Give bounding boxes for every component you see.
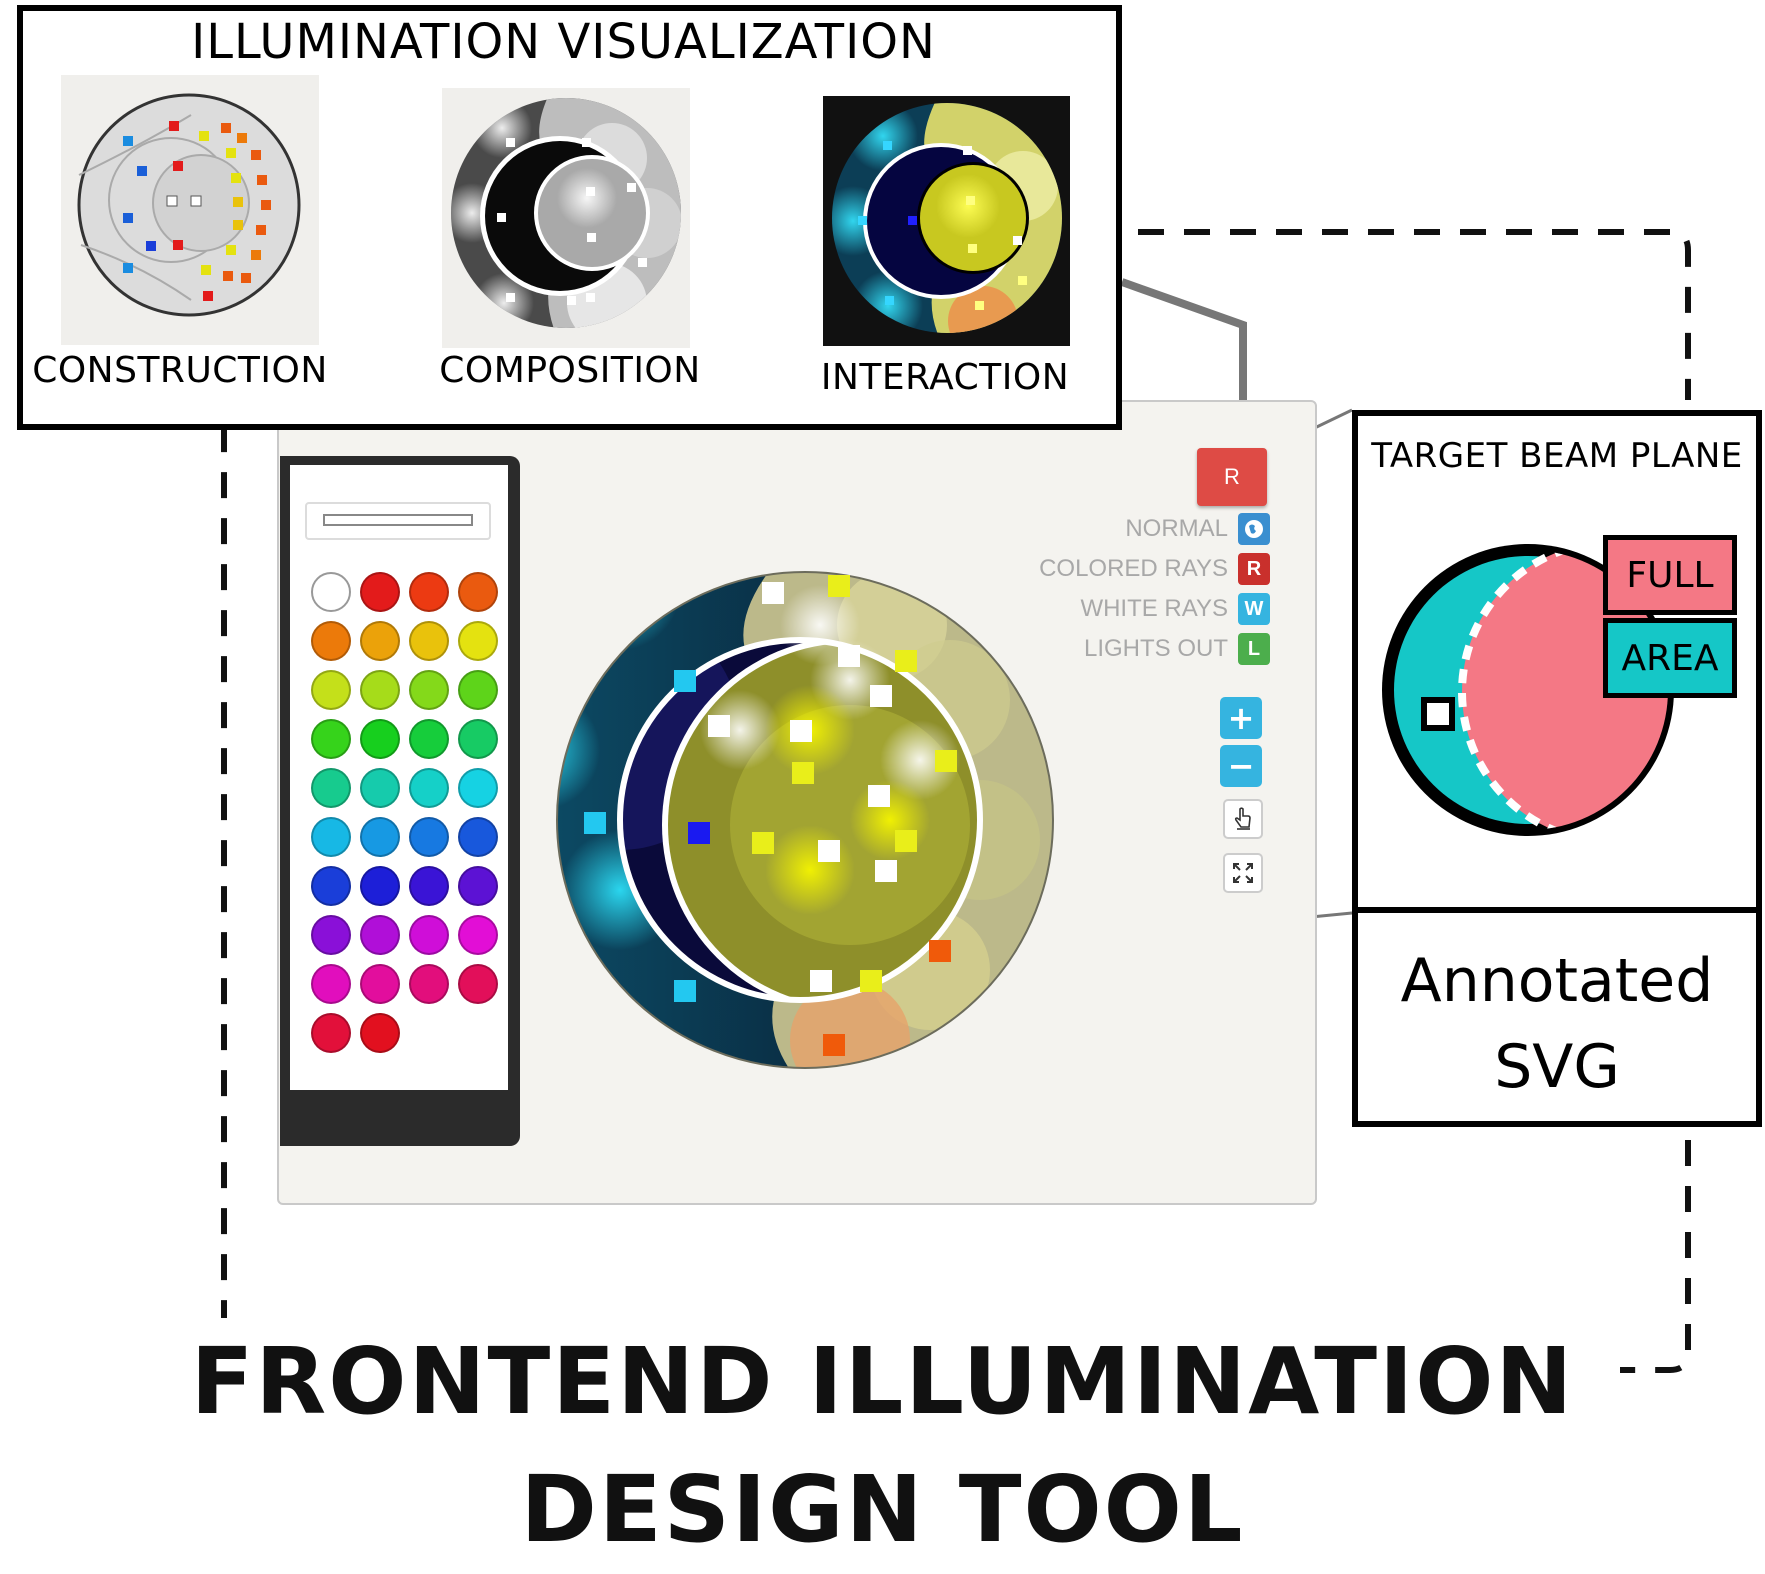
composition-label: COMPOSITION — [439, 350, 701, 391]
expand-icon — [1233, 863, 1253, 883]
color-swatch[interactable] — [458, 572, 498, 612]
visualization-title: ILLUMINATION VISUALIZATION — [191, 14, 936, 70]
color-swatch[interactable] — [409, 719, 449, 759]
mode-lights-out[interactable]: LIGHTS OUT L — [1084, 632, 1270, 666]
legend-full: FULL — [1603, 535, 1737, 615]
palette-search-input[interactable] — [305, 502, 491, 540]
construction-label: CONSTRUCTION — [32, 350, 328, 391]
color-swatch[interactable] — [360, 817, 400, 857]
color-swatch[interactable] — [311, 1013, 351, 1053]
color-swatch[interactable] — [458, 719, 498, 759]
color-swatch[interactable] — [458, 817, 498, 857]
mode-label: LIGHTS OUT — [1083, 635, 1228, 662]
legend-area-label: AREA — [1621, 637, 1719, 679]
white-rays-key[interactable]: W — [1238, 593, 1270, 625]
annotated-line-1: Annotated — [1400, 946, 1714, 1016]
illumination-canvas[interactable] — [550, 570, 1060, 1070]
color-palette — [311, 572, 498, 1053]
color-swatch[interactable] — [311, 670, 351, 710]
beam-source-marker — [1421, 697, 1455, 731]
color-swatch[interactable] — [409, 817, 449, 857]
color-swatch[interactable] — [311, 719, 351, 759]
color-swatch[interactable] — [311, 817, 351, 857]
annotated-svg-caption: Annotated SVG — [1352, 938, 1762, 1110]
globe-icon[interactable] — [1238, 513, 1270, 545]
color-swatch[interactable] — [360, 670, 400, 710]
mode-label: COLORED RAYS — [1039, 555, 1228, 582]
color-swatch[interactable] — [458, 670, 498, 710]
color-swatch[interactable] — [409, 621, 449, 661]
interaction-label: INTERACTION — [820, 357, 1070, 398]
color-swatch[interactable] — [311, 964, 351, 1004]
main-title: FRONTEND ILLUMINATION DESIGN TOOL — [0, 1318, 1765, 1574]
color-swatch[interactable] — [360, 768, 400, 808]
legend-full-label: FULL — [1626, 554, 1714, 596]
mode-label: WHITE RAYS — [1080, 595, 1228, 622]
colored-rays-key[interactable]: R — [1238, 553, 1270, 585]
color-swatch[interactable] — [458, 621, 498, 661]
color-swatch[interactable] — [360, 915, 400, 955]
target-beam-title: TARGET BEAM PLANE — [1371, 436, 1743, 476]
color-swatch[interactable] — [458, 964, 498, 1004]
mode-label: NORMAL — [1125, 515, 1228, 542]
color-swatch[interactable] — [360, 1013, 400, 1053]
color-swatch[interactable] — [409, 915, 449, 955]
title-line-2: DESIGN TOOL — [520, 1456, 1245, 1563]
mode-colored-rays[interactable]: COLORED RAYS R — [1039, 552, 1270, 586]
color-swatch[interactable] — [311, 915, 351, 955]
color-swatch[interactable] — [458, 866, 498, 906]
composition-thumbnail — [442, 88, 690, 348]
color-swatch[interactable] — [360, 964, 400, 1004]
panel-divider — [1352, 907, 1762, 913]
color-swatch[interactable] — [409, 964, 449, 1004]
fullscreen-button[interactable] — [1223, 853, 1263, 893]
lights-out-key[interactable]: L — [1238, 633, 1270, 665]
mode-normal[interactable]: NORMAL — [1125, 512, 1270, 546]
color-swatch[interactable] — [311, 768, 351, 808]
interaction-thumbnail — [823, 96, 1070, 346]
color-swatch[interactable] — [409, 768, 449, 808]
color-swatch[interactable] — [458, 915, 498, 955]
title-line-1: FRONTEND ILLUMINATION — [164, 1318, 1601, 1446]
legend-area: AREA — [1603, 618, 1737, 698]
zoom-in-button[interactable]: + — [1220, 697, 1262, 739]
pan-tool-button[interactable] — [1223, 799, 1263, 839]
mode-list: NORMAL COLORED RAYS R WHITE RAYS W LIGHT… — [980, 512, 1270, 672]
color-swatch[interactable] — [360, 866, 400, 906]
color-swatch[interactable] — [360, 719, 400, 759]
mode-white-rays[interactable]: WHITE RAYS W — [1080, 592, 1270, 626]
color-swatch[interactable] — [409, 670, 449, 710]
color-swatch[interactable] — [311, 621, 351, 661]
color-swatch[interactable] — [409, 572, 449, 612]
annotated-line-2: SVG — [1494, 1032, 1620, 1102]
render-mode-button[interactable]: R — [1197, 448, 1267, 506]
color-swatch[interactable] — [360, 621, 400, 661]
color-swatch[interactable] — [409, 866, 449, 906]
color-swatch[interactable] — [311, 572, 351, 612]
construction-thumbnail — [61, 75, 319, 345]
viz-connector — [1120, 278, 1247, 430]
zoom-out-button[interactable]: − — [1220, 745, 1262, 787]
color-swatch[interactable] — [360, 572, 400, 612]
hand-pointer-icon — [1234, 807, 1251, 830]
color-swatch[interactable] — [311, 866, 351, 906]
color-swatch[interactable] — [458, 768, 498, 808]
